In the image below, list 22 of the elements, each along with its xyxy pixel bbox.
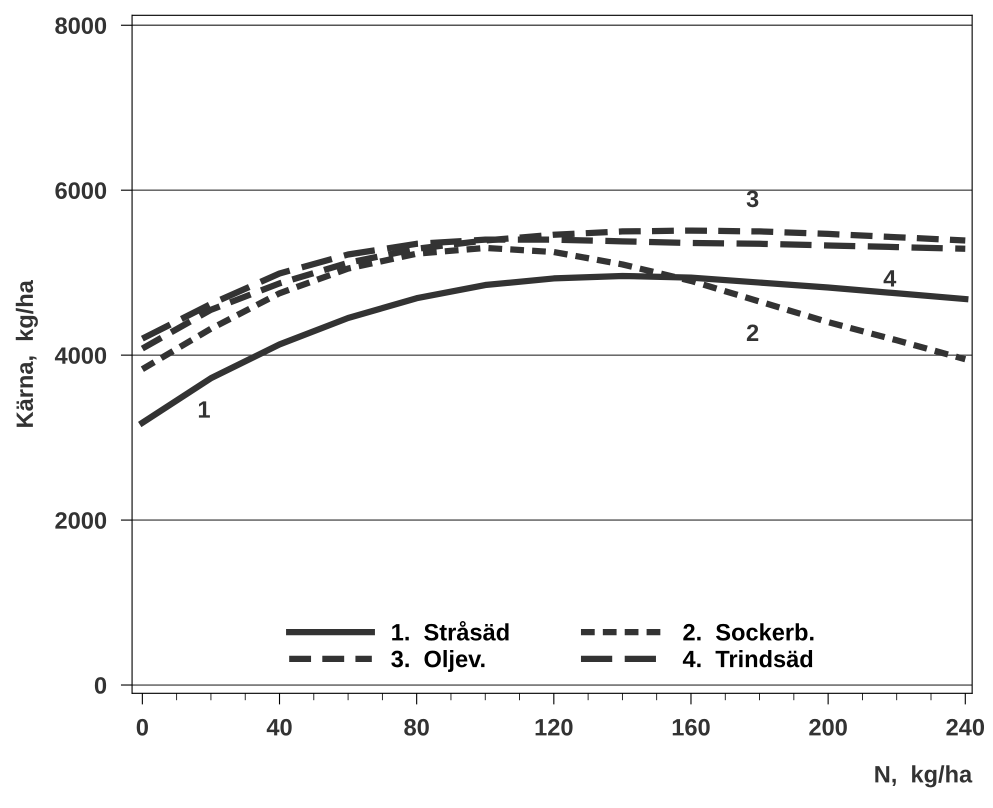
x-tick-label: 120 (536, 718, 573, 736)
x-tick-label: 200 (809, 718, 847, 736)
legend-label: 1. Stråsäd (392, 620, 509, 641)
x-tick-label: 40 (266, 718, 292, 736)
annotation: 4 (884, 270, 896, 287)
x-tick-label: 0 (136, 718, 148, 736)
x-tick-label: 80 (404, 718, 429, 736)
legend-label: 4. Trindsäd (682, 650, 812, 668)
annotation: 2 (746, 324, 758, 341)
x-axis-title: N, kg/ha (875, 765, 972, 788)
x-tick-label: 160 (672, 718, 710, 736)
annotation: 3 (746, 190, 758, 208)
annotation: 1 (198, 401, 210, 418)
y-tick-label: 8000 (55, 17, 106, 34)
y-tick-label: 4000 (54, 347, 106, 364)
x-tick-label: 240 (946, 718, 984, 736)
y-tick-label: 2000 (55, 512, 106, 529)
y-tick-label: 6000 (55, 182, 106, 199)
legend-label: 3. Oljev. (391, 650, 484, 672)
legend-label: 2. Sockerb. (683, 623, 814, 641)
y-tick-label: 0 (94, 677, 106, 694)
y-axis-title: Kärna, kg/ha (16, 280, 38, 427)
